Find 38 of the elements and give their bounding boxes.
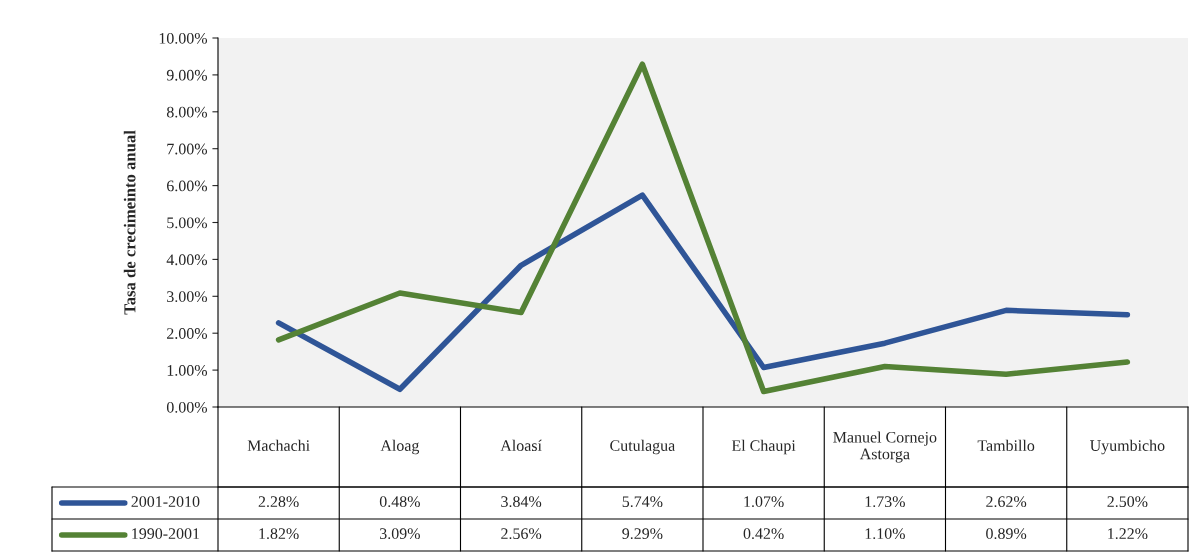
- data-label: 0.48%: [379, 496, 420, 508]
- y-tick-label: 10.00%: [159, 32, 208, 44]
- y-tick-label: 6.00%: [167, 180, 208, 192]
- y-tick-label: 7.00%: [167, 143, 208, 155]
- y-axis-title: Tasa de crecimeinto anual: [123, 130, 136, 315]
- data-label: 2.62%: [986, 496, 1027, 508]
- y-tick-label: 8.00%: [166, 106, 208, 118]
- data-label: 3.09%: [380, 528, 420, 540]
- x-tick-label: Manuel Cornejo Astorga: [833, 431, 937, 463]
- legend-label: 1990-2001: [132, 528, 200, 539]
- data-label: 9.29%: [622, 528, 663, 540]
- data-label: 1.10%: [865, 528, 905, 540]
- data-label: 3.84%: [501, 496, 542, 508]
- data-label: 1.07%: [744, 496, 784, 508]
- data-label: 0.42%: [743, 528, 784, 540]
- y-tick-label: 3.00%: [167, 291, 208, 303]
- x-tick-label: Machachi: [247, 439, 310, 451]
- x-tick-label: Aloasí: [500, 439, 542, 451]
- data-label: 1.22%: [1108, 528, 1148, 540]
- y-tick-label: 1.00%: [167, 365, 208, 376]
- x-tick-label: Uyumbicho: [1090, 439, 1165, 455]
- x-tick-label: Tambillo: [977, 439, 1035, 451]
- x-tick-label: El Chaupi: [731, 439, 796, 455]
- x-tick-label: Aloag: [380, 439, 420, 455]
- data-label: 1.73%: [865, 496, 905, 508]
- data-label: 0.89%: [986, 528, 1027, 540]
- x-tick-label: Cutulagua: [610, 439, 675, 455]
- data-label: 2.56%: [501, 528, 542, 540]
- y-tick-label: 2.00%: [167, 328, 208, 339]
- y-tick-label: 9.00%: [166, 69, 208, 81]
- y-tick-label: 5.00%: [167, 217, 208, 229]
- y-tick-label: 4.00%: [166, 254, 208, 266]
- data-label: 2.28%: [258, 496, 299, 508]
- data-label: 1.82%: [259, 528, 299, 540]
- legend-label: 2001-2010: [131, 496, 200, 507]
- data-label: 5.74%: [622, 496, 663, 508]
- data-label: 2.50%: [1107, 496, 1148, 508]
- y-tick-label: 0.00%: [166, 401, 208, 413]
